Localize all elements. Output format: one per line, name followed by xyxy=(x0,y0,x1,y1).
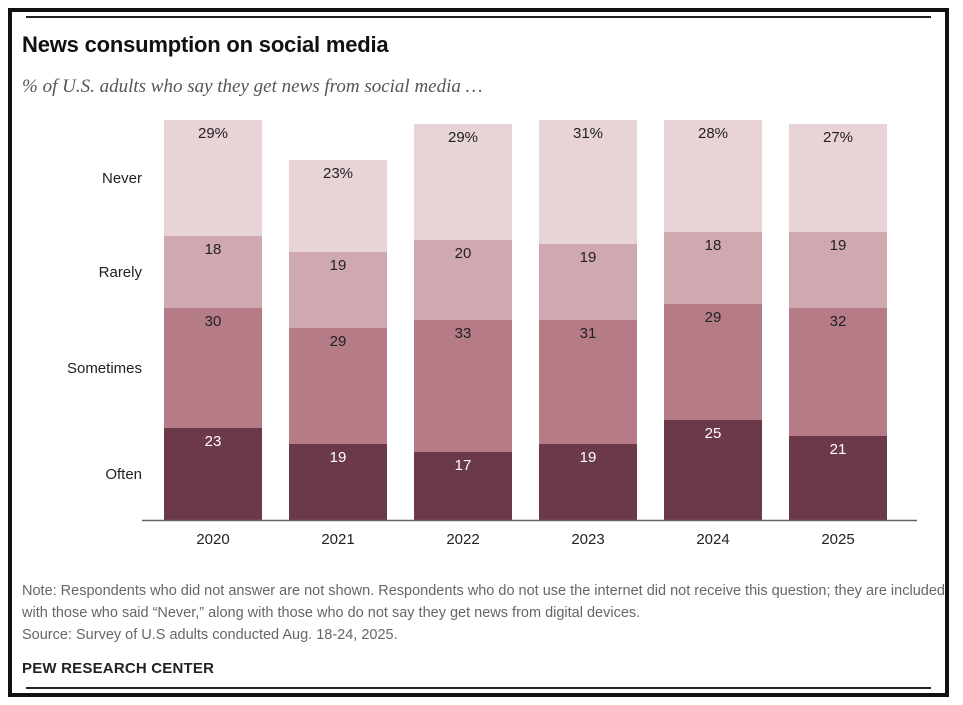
legend-label-sometimes: Sometimes xyxy=(67,360,142,377)
data-label-sometimes-2024: 29 xyxy=(705,309,722,326)
bar-segment-sometimes-2023 xyxy=(539,320,637,444)
bottom-rule xyxy=(26,687,931,689)
bar-segment-often-2025 xyxy=(789,436,887,520)
bar-segment-sometimes-2022 xyxy=(414,320,512,452)
note-text: Note: Respondents who did not answer are… xyxy=(22,583,945,621)
bar-segment-rarely-2024 xyxy=(664,232,762,304)
data-label-often-2024: 25 xyxy=(705,425,722,442)
bar-segment-rarely-2025 xyxy=(789,232,887,308)
bar-segment-never-2022 xyxy=(414,124,512,240)
data-label-often-2021: 19 xyxy=(330,449,347,466)
bar-segment-sometimes-2025 xyxy=(789,308,887,436)
data-label-never-2024: 28% xyxy=(698,125,728,142)
data-label-never-2021: 23% xyxy=(323,165,353,182)
x-tick-label-2025: 2025 xyxy=(821,531,854,548)
x-tick-label-2020: 2020 xyxy=(196,531,229,548)
data-label-never-2023: 31% xyxy=(573,125,603,142)
bar-segment-rarely-2022 xyxy=(414,240,512,320)
data-label-rarely-2022: 20 xyxy=(455,245,472,262)
bar-segment-often-2021 xyxy=(289,444,387,520)
chart-frame: News consumption on social media % of U.… xyxy=(8,8,949,697)
bar-segment-sometimes-2020 xyxy=(164,308,262,428)
bar-segment-rarely-2021 xyxy=(289,252,387,328)
stacked-bar-chart: 23 30 18 29% 2020 19 29 19 23% 2021 17 33 20 29% 2022 1… xyxy=(67,120,917,548)
bar-segment-often-2023 xyxy=(539,444,637,520)
bar-segment-often-2024 xyxy=(664,420,762,520)
bar-segment-rarely-2023 xyxy=(539,244,637,320)
data-label-never-2020: 29% xyxy=(198,125,228,142)
data-label-rarely-2020: 18 xyxy=(205,241,222,258)
pew-research-center-logo: PEW RESEARCH CENTER xyxy=(22,660,215,677)
chart-title: News consumption on social media xyxy=(22,32,389,57)
x-tick-label-2021: 2021 xyxy=(321,531,354,548)
data-label-sometimes-2022: 33 xyxy=(455,325,472,342)
data-label-often-2023: 19 xyxy=(580,449,597,466)
bar-segment-often-2022 xyxy=(414,452,512,520)
top-rule xyxy=(26,16,931,18)
data-label-never-2025: 27% xyxy=(823,129,853,146)
data-label-rarely-2023: 19 xyxy=(580,249,597,266)
data-label-sometimes-2020: 30 xyxy=(205,313,222,330)
data-label-rarely-2024: 18 xyxy=(705,237,722,254)
bar-segment-rarely-2020 xyxy=(164,236,262,308)
bar-segment-never-2023 xyxy=(539,120,637,244)
bar-segment-never-2024 xyxy=(664,120,762,232)
data-label-often-2025: 21 xyxy=(830,441,847,458)
bar-segment-never-2021 xyxy=(289,160,387,252)
data-label-rarely-2025: 19 xyxy=(830,237,847,254)
chart-notes: Note: Respondents who did not answer are… xyxy=(22,580,947,646)
data-label-often-2022: 17 xyxy=(455,457,472,474)
data-label-rarely-2021: 19 xyxy=(330,257,347,274)
bar-segment-sometimes-2021 xyxy=(289,328,387,444)
chart-subtitle: % of U.S. adults who say they get news f… xyxy=(22,76,483,97)
legend-label-often: Often xyxy=(105,466,142,483)
bar-segment-never-2020 xyxy=(164,120,262,236)
data-label-often-2020: 23 xyxy=(205,433,222,450)
bar-segment-often-2020 xyxy=(164,428,262,520)
bar-segment-never-2025 xyxy=(789,124,887,232)
data-label-sometimes-2021: 29 xyxy=(330,333,347,350)
data-label-sometimes-2023: 31 xyxy=(580,325,597,342)
data-label-never-2022: 29% xyxy=(448,129,478,146)
x-tick-label-2022: 2022 xyxy=(446,531,479,548)
x-tick-label-2023: 2023 xyxy=(571,531,604,548)
bar-segment-sometimes-2024 xyxy=(664,304,762,420)
x-tick-label-2024: 2024 xyxy=(696,531,729,548)
data-label-sometimes-2025: 32 xyxy=(830,313,847,330)
source-text: Source: Survey of U.S adults conducted A… xyxy=(22,627,398,643)
legend-label-never: Never xyxy=(102,170,142,187)
legend-label-rarely: Rarely xyxy=(99,264,143,281)
